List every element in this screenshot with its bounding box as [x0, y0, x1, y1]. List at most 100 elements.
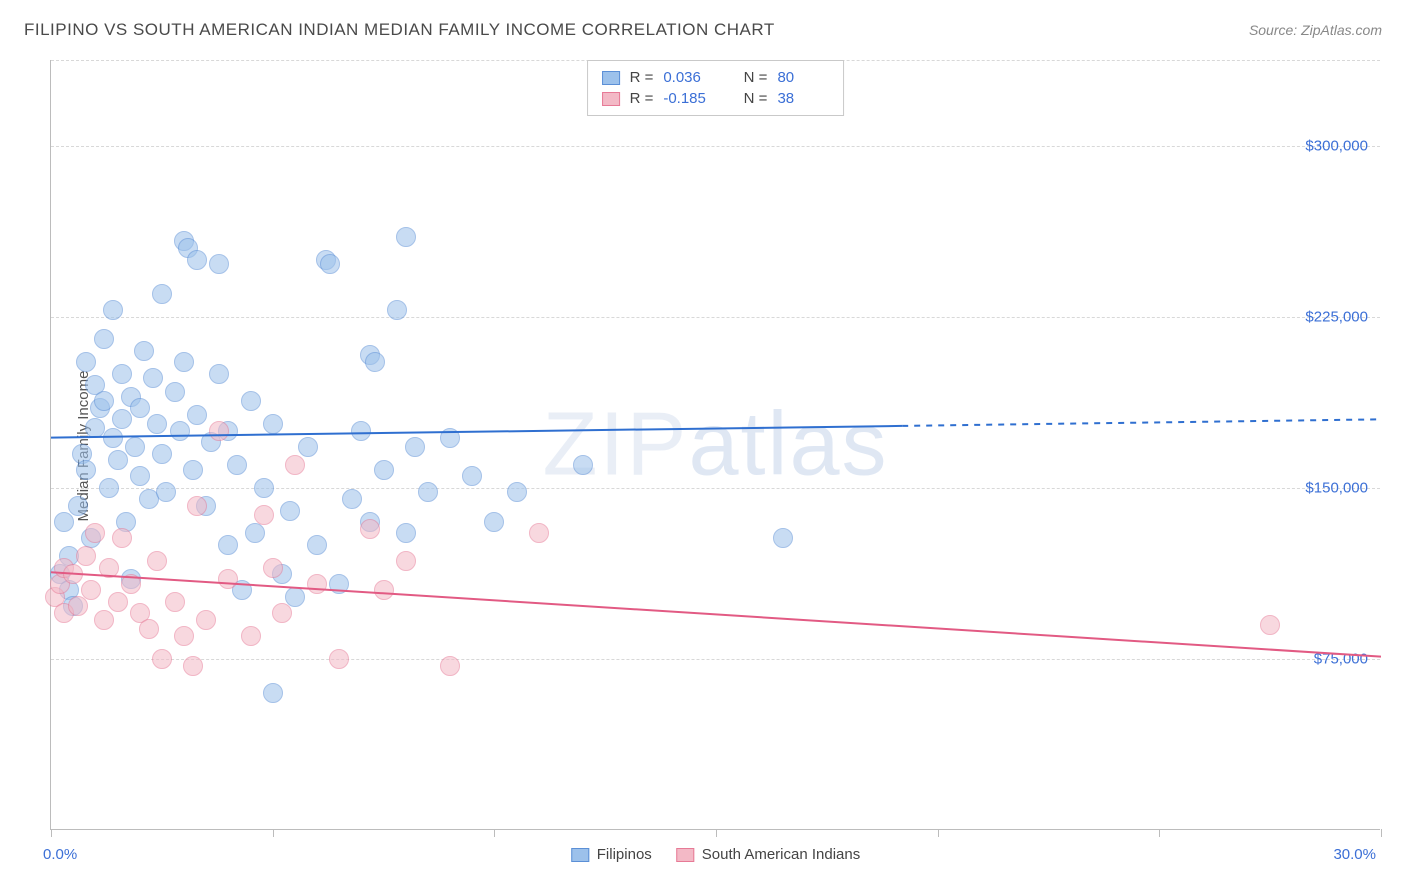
data-point [94, 610, 114, 630]
data-point [440, 656, 460, 676]
data-point [285, 587, 305, 607]
y-tick-label: $225,000 [1305, 308, 1368, 325]
data-point [125, 437, 145, 457]
data-point [130, 466, 150, 486]
data-point [94, 391, 114, 411]
data-point [360, 519, 380, 539]
gridline [51, 488, 1380, 489]
data-point [54, 512, 74, 532]
legend-item: South American Indians [676, 846, 860, 863]
x-tick [273, 829, 274, 837]
data-point [374, 460, 394, 480]
x-tick [1159, 829, 1160, 837]
data-point [342, 489, 362, 509]
data-point [76, 546, 96, 566]
stats-legend-row: R = 0.036 N = 80 [602, 67, 830, 88]
stats-legend: R = 0.036 N = 80R = -0.185 N = 38 [587, 60, 845, 116]
data-point [272, 603, 292, 623]
data-point [298, 437, 318, 457]
data-point [183, 656, 203, 676]
stats-legend-row: R = -0.185 N = 38 [602, 88, 830, 109]
data-point [156, 482, 176, 502]
legend-swatch [602, 92, 620, 106]
data-point [170, 421, 190, 441]
data-point [196, 610, 216, 630]
data-point [241, 391, 261, 411]
x-tick [938, 829, 939, 837]
data-point [387, 300, 407, 320]
data-point [365, 352, 385, 372]
data-point [218, 535, 238, 555]
data-point [174, 352, 194, 372]
legend-item: Filipinos [571, 846, 652, 863]
legend-label: Filipinos [597, 846, 652, 863]
data-point [143, 368, 163, 388]
data-point [263, 558, 283, 578]
data-point [396, 227, 416, 247]
data-point [245, 523, 265, 543]
data-point [112, 528, 132, 548]
y-tick-label: $300,000 [1305, 137, 1368, 154]
data-point [329, 649, 349, 669]
y-tick-label: $75,000 [1314, 650, 1368, 667]
data-point [121, 574, 141, 594]
data-point [209, 254, 229, 274]
gridline [51, 317, 1380, 318]
data-point [187, 250, 207, 270]
data-point [76, 352, 96, 372]
data-point [218, 569, 238, 589]
data-point [147, 414, 167, 434]
data-point [152, 444, 172, 464]
data-point [254, 505, 274, 525]
data-point [329, 574, 349, 594]
data-point [99, 558, 119, 578]
x-max-label: 30.0% [1333, 846, 1376, 863]
gridline [51, 146, 1380, 147]
data-point [280, 501, 300, 521]
data-point [405, 437, 425, 457]
y-tick-label: $150,000 [1305, 479, 1368, 496]
data-point [99, 478, 119, 498]
data-point [773, 528, 793, 548]
data-point [529, 523, 549, 543]
data-point [374, 580, 394, 600]
data-point [94, 329, 114, 349]
gridline [51, 659, 1380, 660]
data-point [285, 455, 305, 475]
data-point [108, 450, 128, 470]
data-point [507, 482, 527, 502]
data-point [112, 364, 132, 384]
scatter-chart: ZIPatlas $75,000$150,000$225,000$300,000… [50, 60, 1380, 830]
data-point [165, 382, 185, 402]
data-point [187, 496, 207, 516]
data-point [351, 421, 371, 441]
data-point [112, 409, 132, 429]
data-point [573, 455, 593, 475]
legend-swatch [602, 71, 620, 85]
x-tick [51, 829, 52, 837]
chart-title: FILIPINO VS SOUTH AMERICAN INDIAN MEDIAN… [24, 20, 775, 40]
data-point [103, 428, 123, 448]
x-tick [716, 829, 717, 837]
data-point [263, 414, 283, 434]
data-point [174, 626, 194, 646]
data-point [152, 649, 172, 669]
legend-swatch [676, 848, 694, 862]
data-point [227, 455, 247, 475]
data-point [152, 284, 172, 304]
x-min-label: 0.0% [43, 846, 77, 863]
data-point [85, 523, 105, 543]
data-point [396, 523, 416, 543]
data-point [209, 421, 229, 441]
data-point [139, 619, 159, 639]
data-point [68, 596, 88, 616]
data-point [147, 551, 167, 571]
data-point [307, 574, 327, 594]
data-point [241, 626, 261, 646]
data-point [108, 592, 128, 612]
data-point [396, 551, 416, 571]
trendlines [51, 60, 1381, 830]
series-legend: Filipinos South American Indians [571, 846, 860, 863]
source-label: Source: ZipAtlas.com [1249, 22, 1382, 38]
data-point [263, 683, 283, 703]
